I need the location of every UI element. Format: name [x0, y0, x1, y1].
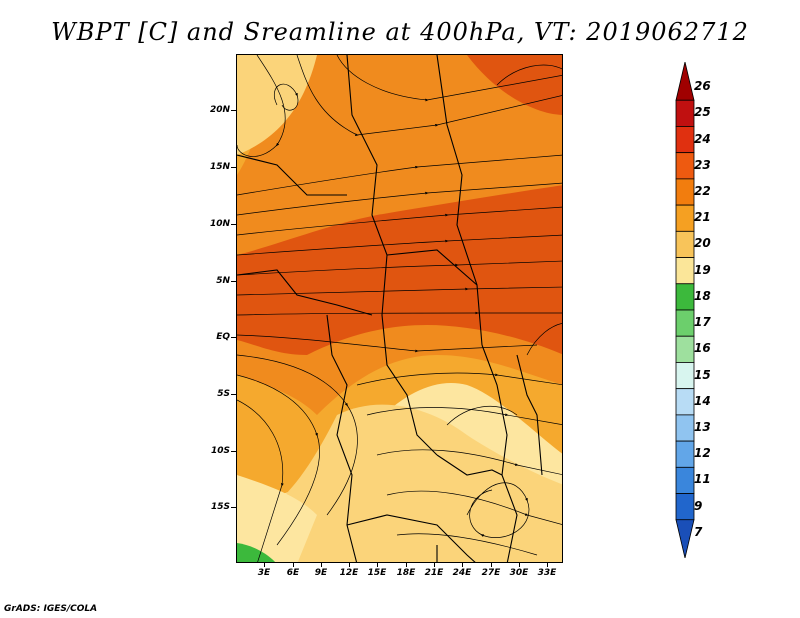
colorbar-segment-17	[675, 519, 695, 558]
lon-tick	[264, 563, 265, 567]
colorbar-label-15: 15	[694, 367, 711, 382]
colorbar-segment-3	[675, 152, 695, 180]
lat-label-20n: 20N	[209, 105, 230, 115]
colorbar-label-17: 17	[694, 315, 711, 330]
lat-label-10n: 10N	[209, 219, 230, 229]
lat-tick	[231, 337, 236, 338]
lon-tick	[406, 563, 407, 567]
colorbar-segment-1	[675, 99, 695, 127]
colorbar-label-9: 9	[694, 498, 703, 513]
wbpt-field-23	[237, 185, 562, 355]
lat-tick	[231, 451, 236, 452]
colorbar-label-19: 19	[694, 262, 711, 277]
lat-tick	[231, 394, 236, 395]
lat-tick	[231, 281, 236, 282]
colorbar-label-20: 20	[694, 236, 711, 251]
lon-label-18e: 18E	[396, 568, 416, 578]
wbpt-field-19	[237, 475, 317, 562]
lat-label-15s: 15S	[210, 502, 230, 512]
colorbar-segment-13	[675, 414, 695, 442]
lon-label-21e: 21E	[424, 568, 444, 578]
colorbar-segment-4	[675, 178, 695, 206]
lon-label-3e: 3E	[257, 568, 271, 578]
colorbar-label-24: 24	[694, 131, 711, 146]
lon-label-12e: 12E	[339, 568, 359, 578]
lon-tick	[293, 563, 294, 567]
streamlines	[237, 55, 562, 562]
colorbar-segment-0	[675, 62, 695, 101]
colorbar-label-18: 18	[694, 288, 711, 303]
colorbar-label-23: 23	[694, 157, 711, 172]
colorbar-label-12: 12	[694, 446, 711, 461]
lon-tick	[547, 563, 548, 567]
map-panel	[236, 54, 563, 563]
colorbar-segment-14	[675, 440, 695, 468]
colorbar-label-11: 11	[694, 472, 711, 487]
colorbar-segment-15	[675, 466, 695, 494]
lon-tick	[519, 563, 520, 567]
colorbar	[675, 62, 695, 558]
lon-tick	[462, 563, 463, 567]
lat-label-15n: 15N	[209, 162, 230, 172]
colorbar-label-13: 13	[694, 420, 711, 434]
wbpt-field-18	[237, 543, 276, 562]
colorbar-segment-6	[675, 230, 695, 258]
lon-label-27e: 27E	[481, 568, 501, 578]
lon-tick	[377, 563, 378, 567]
lon-label-15e: 15E	[367, 568, 387, 578]
credit-text: GrADS: IGES/COLA	[4, 604, 98, 614]
map-title: WBPT [C] and Sreamline at 400hPa, VT: 20…	[51, 18, 749, 46]
colorbar-segment-16	[675, 493, 695, 521]
colorbar-label-26: 26	[694, 79, 711, 94]
lat-label-5n: 5N	[216, 276, 230, 286]
lon-tick	[349, 563, 350, 567]
colorbar-label-16: 16	[694, 341, 711, 356]
colorbar-label-25: 25	[694, 105, 711, 120]
country-borders	[237, 55, 543, 562]
colorbar-label-21: 21	[694, 210, 711, 225]
lat-label-10s: 10S	[210, 446, 230, 456]
colorbar-segment-11	[675, 362, 695, 390]
colorbar-segment-2	[675, 126, 695, 154]
colorbar-segment-7	[675, 257, 695, 285]
colorbar-segment-5	[675, 204, 695, 232]
colorbar-label-14: 14	[694, 393, 711, 408]
lat-tick	[231, 507, 236, 508]
lon-tick	[434, 563, 435, 567]
wbpt-field-23-ne	[467, 55, 562, 115]
lon-label-24e: 24E	[452, 568, 472, 578]
colorbar-label-22: 22	[694, 184, 711, 198]
map-canvas	[237, 55, 562, 562]
lon-label-30e: 30E	[509, 568, 529, 578]
lon-tick	[491, 563, 492, 567]
colorbar-segment-8	[675, 283, 695, 311]
lon-label-33e: 33E	[537, 568, 557, 578]
lat-tick	[231, 110, 236, 111]
lon-tick	[321, 563, 322, 567]
colorbar-segment-10	[675, 335, 695, 363]
colorbar-segment-12	[675, 388, 695, 416]
colorbar-segment-9	[675, 309, 695, 337]
lat-label-eq: EQ	[216, 332, 230, 342]
lon-label-6e: 6E	[286, 568, 300, 578]
colorbar-label-7: 7	[694, 524, 703, 539]
lat-tick	[231, 167, 236, 168]
lat-label-5s: 5S	[217, 389, 230, 399]
lon-label-9e: 9E	[314, 568, 328, 578]
lat-tick	[231, 224, 236, 225]
